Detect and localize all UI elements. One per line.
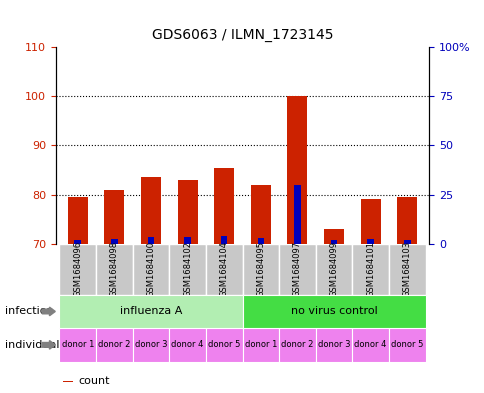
Text: GSM1684101: GSM1684101 <box>365 241 374 297</box>
Text: GSM1684098: GSM1684098 <box>110 241 119 297</box>
Bar <box>278 244 315 295</box>
Bar <box>403 240 409 244</box>
Text: donor 3: donor 3 <box>317 340 349 349</box>
Bar <box>250 185 271 244</box>
Text: donor 2: donor 2 <box>98 340 130 349</box>
Bar <box>63 380 73 382</box>
Bar <box>141 177 161 244</box>
Bar <box>104 189 124 244</box>
Bar <box>242 244 278 295</box>
Text: GSM1684102: GSM1684102 <box>182 241 192 297</box>
Bar <box>96 328 133 362</box>
Text: count: count <box>78 376 109 386</box>
Text: donor 5: donor 5 <box>208 340 240 349</box>
Text: influenza A: influenza A <box>120 307 182 316</box>
Bar <box>330 240 337 244</box>
Bar <box>323 229 343 244</box>
Bar <box>96 244 133 295</box>
Bar <box>133 328 169 362</box>
Bar <box>388 328 424 362</box>
Bar <box>278 328 315 362</box>
Text: no virus control: no virus control <box>290 307 377 316</box>
Text: donor 3: donor 3 <box>135 340 167 349</box>
Bar <box>60 295 242 328</box>
Text: GSM1684097: GSM1684097 <box>292 241 302 297</box>
Bar <box>60 328 96 362</box>
Text: individual: individual <box>5 340 59 350</box>
Text: donor 4: donor 4 <box>171 340 203 349</box>
Bar <box>351 244 388 295</box>
Bar <box>293 185 300 244</box>
Bar <box>360 199 380 244</box>
Text: GSM1684095: GSM1684095 <box>256 241 265 297</box>
Text: infection: infection <box>5 307 53 316</box>
Bar <box>111 239 118 244</box>
Bar <box>68 197 88 244</box>
Text: GSM1684103: GSM1684103 <box>402 241 411 297</box>
Bar <box>257 238 264 244</box>
Text: donor 2: donor 2 <box>281 340 313 349</box>
Text: donor 4: donor 4 <box>354 340 386 349</box>
Bar <box>60 244 96 295</box>
Text: GSM1684104: GSM1684104 <box>219 241 228 297</box>
Bar <box>206 244 242 295</box>
Bar <box>169 328 206 362</box>
Text: donor 1: donor 1 <box>244 340 276 349</box>
Bar <box>206 328 242 362</box>
Bar <box>315 328 351 362</box>
Bar <box>315 244 351 295</box>
Text: donor 5: donor 5 <box>390 340 423 349</box>
Bar <box>287 96 307 244</box>
Bar <box>242 328 278 362</box>
Bar <box>169 244 206 295</box>
Text: GSM1684096: GSM1684096 <box>73 241 82 297</box>
Bar <box>184 237 191 244</box>
Text: GSM1684100: GSM1684100 <box>146 241 155 297</box>
Bar <box>177 180 197 244</box>
Bar <box>388 244 424 295</box>
Bar <box>147 237 154 244</box>
Bar <box>396 197 416 244</box>
Text: GDS6063 / ILMN_1723145: GDS6063 / ILMN_1723145 <box>151 28 333 42</box>
Bar <box>133 244 169 295</box>
Text: GSM1684099: GSM1684099 <box>329 241 338 297</box>
Bar <box>75 240 81 244</box>
Text: donor 1: donor 1 <box>61 340 94 349</box>
Bar <box>213 167 234 244</box>
Bar <box>242 295 424 328</box>
Bar <box>220 236 227 244</box>
Bar <box>351 328 388 362</box>
Bar <box>366 239 373 244</box>
